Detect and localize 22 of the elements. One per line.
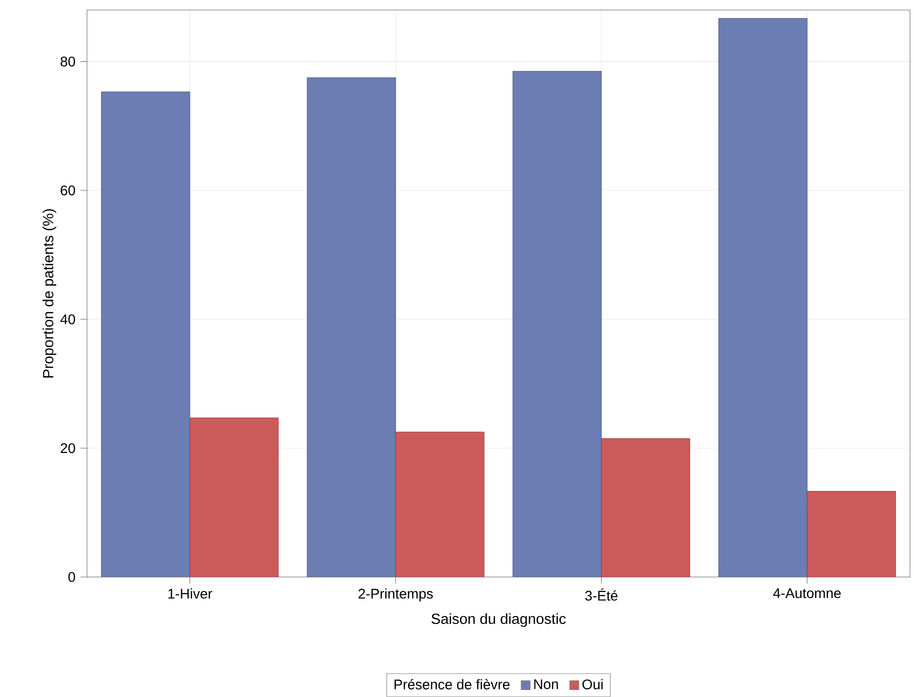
- bar: [306, 77, 396, 578]
- bar: [718, 18, 808, 578]
- x-tick-label: 2-Printemps: [358, 588, 433, 602]
- x-tick-label: 4-Automne: [773, 588, 841, 598]
- x-tick-label: 1-Hiver: [168, 588, 212, 599]
- y-tick-label: 20: [60, 443, 76, 454]
- legend-title: Présence de fièvre: [394, 679, 510, 690]
- bar: [601, 438, 690, 578]
- y-tick-label: 80: [60, 56, 76, 67]
- y-tick-label: 60: [60, 186, 76, 196]
- legend-label: Oui: [582, 679, 603, 690]
- y-axis-title: Proportion de patients (%): [42, 209, 56, 378]
- bar: [190, 418, 279, 578]
- x-tick-label: 3-Été: [585, 588, 618, 601]
- bar: [395, 432, 484, 578]
- y-tick-label: 0: [68, 572, 76, 582]
- y-tick-label: 40: [60, 314, 76, 324]
- legend-label: Non: [534, 679, 558, 690]
- bar: [512, 70, 602, 578]
- bar: [806, 491, 896, 578]
- bar: [101, 92, 190, 578]
- x-axis-title: Saison du diagnostic: [431, 613, 566, 627]
